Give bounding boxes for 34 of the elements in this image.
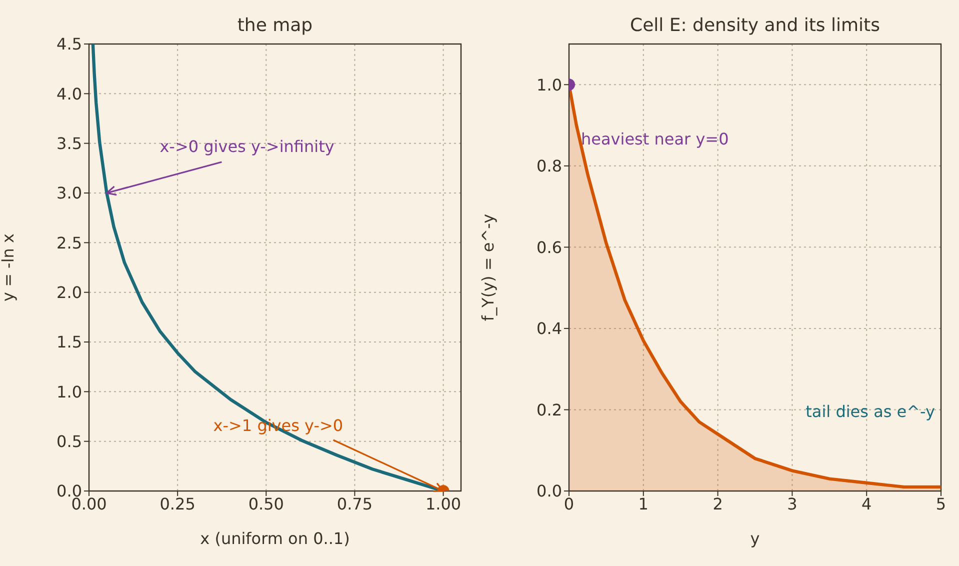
x-axis-title: y [750, 529, 760, 548]
x-tick-label: 3 [787, 494, 798, 514]
x-tick-label: 1.00 [425, 494, 462, 514]
annotation: x->0 gives y->infinity [160, 137, 334, 156]
y-tick-label: 4.5 [56, 34, 82, 54]
y-tick-label: 3.0 [56, 184, 82, 203]
chart-title: Cell E: density and its limits [630, 15, 880, 36]
x-tick-label: 4 [862, 494, 872, 514]
y-tick-label: 0.5 [56, 432, 82, 452]
x-axis-title: x (uniform on 0..1) [200, 529, 350, 548]
x-tick-label: 0 [564, 494, 574, 514]
y-tick-label: 0.4 [536, 319, 562, 338]
annotation: tail dies as e^-y [806, 402, 935, 422]
y-tick-label: 2.0 [56, 283, 82, 302]
y-tick-label: 0.0 [536, 482, 562, 501]
y-axis-title: f_Y(y) = e^-y [478, 214, 498, 322]
x-tick-label: 0.75 [336, 494, 373, 514]
y-tick-label: 0.2 [536, 400, 562, 420]
x-tick-label: 2 [712, 494, 723, 514]
y-tick-label: 0.8 [536, 156, 562, 176]
annotation: heaviest near y=0 [581, 130, 729, 149]
y-tick-label: 1.5 [56, 332, 82, 352]
y-tick-label: 1.0 [536, 75, 562, 94]
y-tick-label: 3.5 [56, 134, 82, 154]
y-tick-label: 4.0 [56, 84, 82, 104]
y-axis-title: y = -ln x [0, 234, 18, 302]
x-tick-label: 0.25 [160, 494, 196, 514]
chart-title: the map [237, 15, 313, 36]
x-tick-label: 1 [638, 494, 648, 514]
x-tick-label: 5 [936, 494, 946, 514]
y-tick-label: 2.5 [56, 233, 82, 252]
y-tick-label: 0.6 [536, 238, 562, 257]
x-tick-label: 0.50 [248, 494, 284, 514]
y-tick-label: 1.0 [56, 382, 82, 402]
